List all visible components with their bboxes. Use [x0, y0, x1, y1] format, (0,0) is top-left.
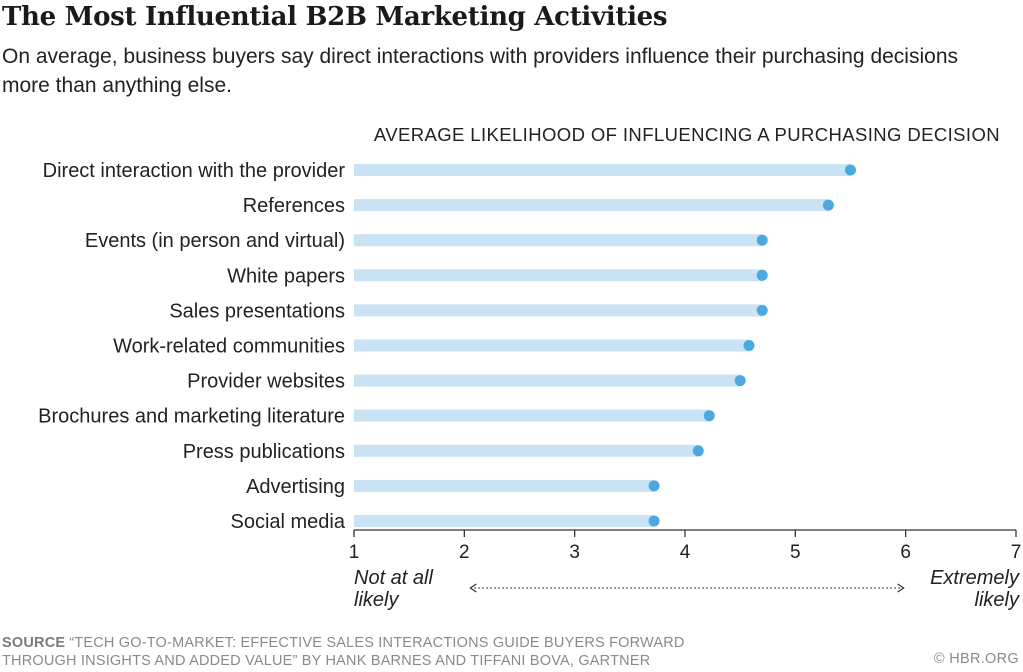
x-tick-label: 1	[349, 542, 360, 563]
value-dot	[648, 515, 660, 527]
scale-high-label: likely	[975, 589, 1020, 611]
x-tick-label: 6	[900, 542, 911, 563]
x-tick-label: 3	[569, 542, 580, 563]
scale-arrow-left-head	[469, 583, 477, 593]
source-note: SOURCE “TECH GO-TO-MARKET: EFFECTIVE SALE…	[2, 634, 762, 670]
category-label: Sales presentations	[169, 300, 345, 322]
category-label: Press publications	[183, 441, 345, 463]
x-tick-label: 2	[459, 542, 470, 563]
bar	[354, 339, 749, 352]
bar	[354, 515, 655, 527]
x-tick-label: 4	[680, 542, 691, 563]
value-dot	[756, 304, 768, 316]
source-heading: SOURCE	[2, 635, 66, 651]
value-dot	[756, 234, 768, 246]
category-label: Direct interaction with the provider	[43, 160, 346, 182]
bar	[354, 409, 710, 422]
scale-low-label: Not at all	[354, 567, 433, 589]
scale-low-label: likely	[354, 589, 399, 611]
bar	[354, 269, 763, 282]
category-label: Work-related communities	[113, 336, 345, 358]
category-label: Social media	[230, 511, 345, 533]
bar	[354, 164, 851, 176]
x-axis: 1 2 3 4 5 6 7	[349, 529, 1022, 563]
scale-arrow-right-head	[897, 583, 905, 593]
bar	[354, 199, 829, 212]
category-label: References	[243, 195, 345, 217]
value-dot	[703, 410, 715, 422]
dot-bar-chart: AVERAGE LIKELIHOOD OF INFLUENCING A PURC…	[38, 124, 1022, 611]
axis-title: AVERAGE LIKELIHOOD OF INFLUENCING A PURC…	[374, 124, 1000, 145]
source-text: “TECH GO-TO-MARKET: EFFECTIVE SALES INTE…	[2, 635, 685, 669]
category-label: White papers	[227, 265, 345, 287]
credit: © HBR.ORG	[933, 651, 1019, 667]
x-tick-label: 5	[790, 542, 801, 563]
category-label: Provider websites	[187, 371, 345, 393]
category-label: Brochures and marketing literature	[38, 406, 345, 428]
bar	[354, 374, 741, 387]
value-dot	[756, 269, 768, 281]
value-dot	[692, 445, 704, 457]
value-dot	[743, 340, 755, 351]
value-dot	[845, 164, 856, 176]
category-label: Events (in person and virtual)	[85, 230, 345, 252]
bar	[354, 234, 763, 247]
chart-subtitle: On average, business buyers say direct i…	[2, 45, 958, 97]
bar	[354, 444, 699, 457]
bar	[354, 304, 763, 317]
value-dot	[822, 199, 834, 211]
value-dot	[734, 375, 746, 387]
bars-group: Direct interaction with the provider Refe…	[38, 160, 856, 533]
category-label: Advertising	[246, 476, 345, 498]
chart-title: The Most Influential B2B Marketing Activ…	[2, 2, 668, 32]
bar	[354, 479, 655, 492]
value-dot	[648, 480, 660, 492]
scale-high-label: Extremely	[930, 567, 1020, 589]
x-tick-label: 7	[1011, 542, 1022, 563]
